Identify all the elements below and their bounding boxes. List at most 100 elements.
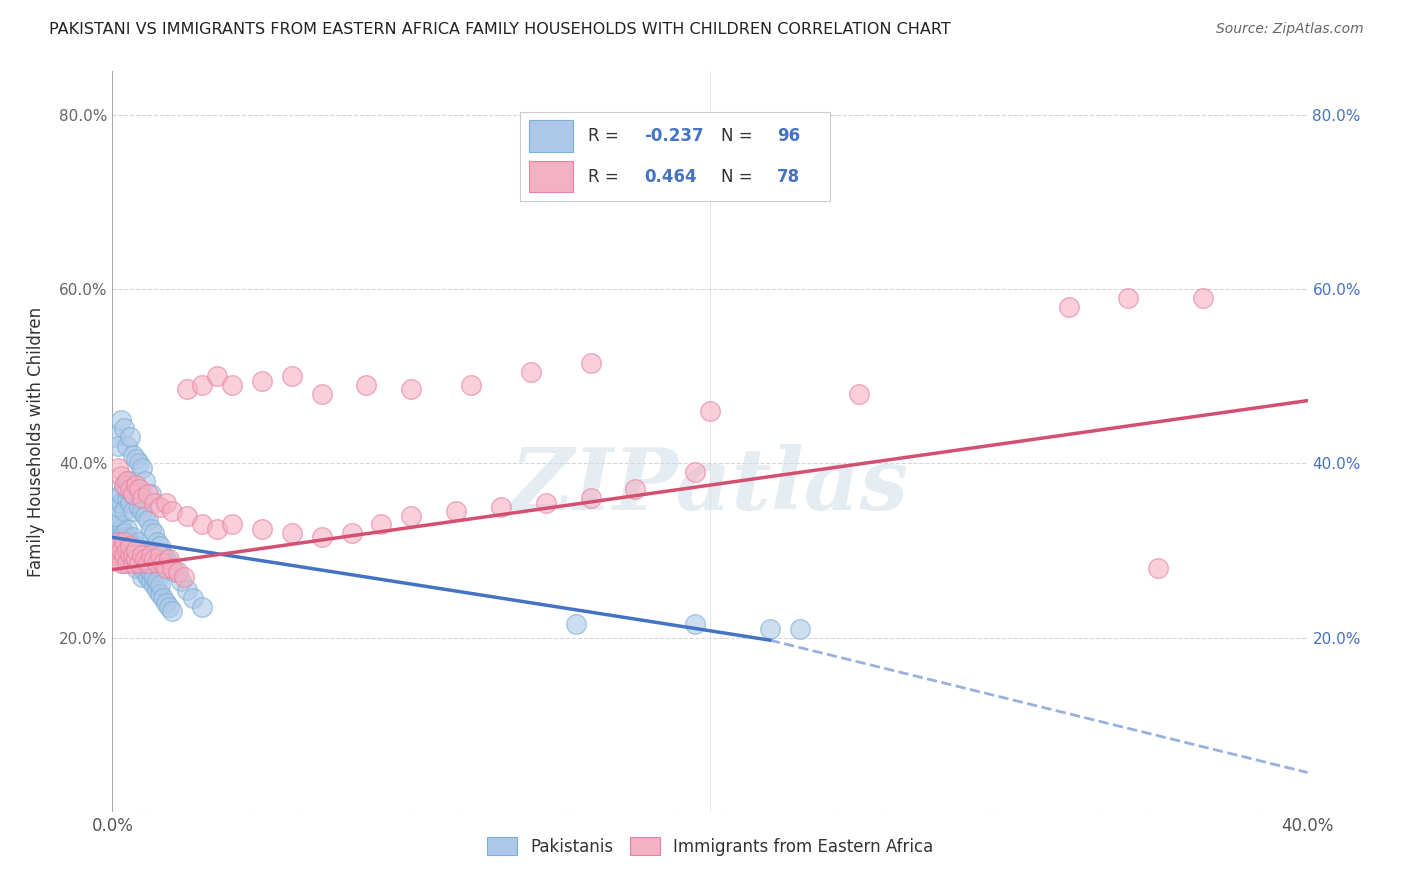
Point [122, 448, 145, 462]
Point [157, 557, 180, 571]
Point [120, 543, 142, 558]
Point [125, 452, 148, 467]
Point [460, 378, 482, 392]
Point [107, 522, 129, 536]
Point [110, 517, 132, 532]
Point [624, 483, 647, 497]
Point [683, 465, 706, 479]
Point [117, 543, 139, 558]
Point [110, 539, 132, 553]
Point [120, 539, 142, 553]
Point [120, 534, 142, 549]
Point [131, 561, 153, 575]
Point [143, 578, 166, 592]
Point [250, 374, 273, 388]
Point [110, 487, 132, 501]
Point [170, 574, 193, 588]
Point [120, 430, 142, 444]
Point [125, 548, 148, 562]
Point [117, 439, 139, 453]
Y-axis label: Family Households with Children: Family Households with Children [27, 307, 45, 576]
Point [128, 557, 150, 571]
Point [191, 517, 214, 532]
Point [134, 557, 156, 571]
Point [110, 469, 132, 483]
Text: Source: ZipAtlas.com: Source: ZipAtlas.com [1216, 22, 1364, 37]
Point [122, 530, 145, 544]
Point [117, 548, 139, 562]
Point [340, 526, 363, 541]
Point [104, 539, 127, 553]
Point [759, 622, 782, 636]
Point [149, 548, 172, 562]
Point [176, 582, 198, 597]
Point [107, 534, 129, 549]
Point [114, 504, 135, 518]
Point [110, 530, 132, 544]
Point [699, 404, 721, 418]
Point [114, 534, 135, 549]
Point [401, 382, 423, 396]
Point [117, 522, 139, 536]
Point [110, 543, 132, 558]
Point [128, 548, 150, 562]
Point [176, 508, 198, 523]
Point [149, 578, 172, 592]
Point [128, 534, 150, 549]
Point [114, 534, 135, 549]
Legend: Pakistanis, Immigrants from Eastern Africa: Pakistanis, Immigrants from Eastern Afri… [479, 830, 941, 863]
Point [789, 622, 811, 636]
Point [1057, 300, 1080, 314]
Point [125, 483, 148, 497]
Point [191, 600, 214, 615]
Point [134, 474, 156, 488]
Point [141, 522, 163, 536]
Point [120, 548, 142, 562]
Text: ZIPatlas: ZIPatlas [510, 444, 910, 528]
Point [683, 617, 706, 632]
Text: 78: 78 [778, 168, 800, 186]
Point [122, 557, 145, 571]
Bar [530, 120, 572, 152]
Point [141, 574, 163, 588]
Text: N =: N = [721, 168, 758, 186]
Point [104, 430, 127, 444]
Point [125, 478, 148, 492]
Point [155, 561, 177, 575]
Point [848, 386, 870, 401]
Point [311, 386, 333, 401]
Point [107, 534, 129, 549]
Point [370, 517, 392, 532]
Point [162, 561, 183, 575]
Point [157, 552, 180, 566]
Point [117, 491, 139, 505]
Point [165, 565, 187, 579]
Point [520, 365, 543, 379]
Point [110, 522, 132, 536]
Point [125, 552, 148, 566]
Point [146, 534, 169, 549]
Text: 0.464: 0.464 [644, 168, 696, 186]
Point [122, 548, 145, 562]
Point [152, 548, 174, 562]
Point [176, 382, 198, 396]
Point [128, 500, 150, 514]
Point [134, 508, 156, 523]
Point [134, 565, 156, 579]
Point [138, 569, 160, 583]
Point [155, 495, 177, 509]
Point [131, 504, 153, 518]
Point [167, 565, 190, 579]
Point [152, 591, 174, 606]
Point [173, 569, 195, 583]
Point [107, 526, 129, 541]
Point [143, 552, 166, 566]
Point [117, 474, 139, 488]
Point [138, 513, 160, 527]
Point [356, 378, 378, 392]
Point [117, 557, 139, 571]
Point [401, 508, 423, 523]
Bar [530, 161, 572, 192]
Point [110, 413, 132, 427]
Point [107, 491, 129, 505]
